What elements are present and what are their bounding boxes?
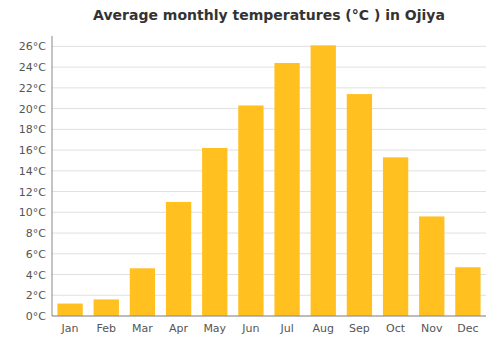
bars [57, 45, 480, 316]
x-tick-label: Aug [313, 322, 334, 335]
y-tick-label: 16°C [19, 144, 46, 157]
x-tick-label: Sep [349, 322, 370, 335]
bar [202, 148, 227, 316]
x-tick-label: Apr [169, 322, 189, 335]
grid-line [52, 87, 486, 88]
x-tick-label: Jun [241, 322, 259, 335]
grid-line [52, 46, 486, 47]
y-tick-label: 26°C [19, 40, 46, 53]
y-tick-label: 8°C [26, 227, 46, 240]
bar [347, 94, 372, 316]
x-tick-label: Dec [457, 322, 478, 335]
x-tick-label: Oct [386, 322, 406, 335]
y-tick-label: 0°C [26, 310, 46, 323]
grid-line [52, 150, 486, 151]
grid-line [52, 129, 486, 130]
y-grid [52, 46, 486, 316]
bar [311, 45, 336, 316]
y-tick-label: 22°C [19, 82, 46, 95]
x-tick-label: Nov [421, 322, 443, 335]
grid-line [52, 316, 486, 317]
grid-line [52, 108, 486, 109]
y-tick-label: 18°C [19, 123, 46, 136]
y-axis-line [52, 36, 53, 316]
bar [455, 267, 480, 316]
y-tick-label: 4°C [26, 269, 46, 282]
chart-container: Average monthly temperatures (°C ) in Oj… [0, 0, 500, 350]
x-tick-label: Feb [97, 322, 116, 335]
x-tick-label: May [203, 322, 226, 335]
bar [419, 216, 444, 316]
x-tick-label: Jan [61, 322, 79, 335]
y-axis: 0°C 2°C 4°C 6°C 8°C 10°C 12°C 14°C 16°C 18°C 20°C 2… [19, 36, 52, 323]
y-tick-label: 12°C [19, 186, 46, 199]
chart-svg: Average monthly temperatures (°C ) in Oj… [0, 0, 500, 350]
bar [383, 157, 408, 316]
grid-line [52, 212, 486, 213]
bar [274, 63, 299, 316]
page: {"chart_data": {"type": "bar", "title": … [0, 0, 500, 350]
bar [166, 202, 191, 316]
y-tick-label: 10°C [19, 206, 46, 219]
grid-line [52, 67, 486, 68]
y-tick-label: 14°C [19, 165, 46, 178]
y-tick-label: 2°C [26, 289, 46, 302]
bar [57, 304, 82, 316]
x-axis: Jan Feb Mar Apr May Jun Jul Aug Sep Oct Nov Dec [61, 322, 479, 335]
x-axis-line [52, 316, 486, 317]
title: Average monthly temperatures (°C ) in Oj… [93, 7, 445, 23]
y-tick-label: 24°C [19, 61, 46, 74]
x-tick-label: Jul [279, 322, 293, 335]
bar [130, 268, 155, 316]
x-tick-label: Mar [132, 322, 153, 335]
bar [94, 299, 119, 316]
bar [238, 105, 263, 316]
y-tick-label: 20°C [19, 103, 46, 116]
grid-line [52, 191, 486, 192]
y-tick-label: 6°C [26, 248, 46, 261]
grid-line [52, 170, 486, 171]
